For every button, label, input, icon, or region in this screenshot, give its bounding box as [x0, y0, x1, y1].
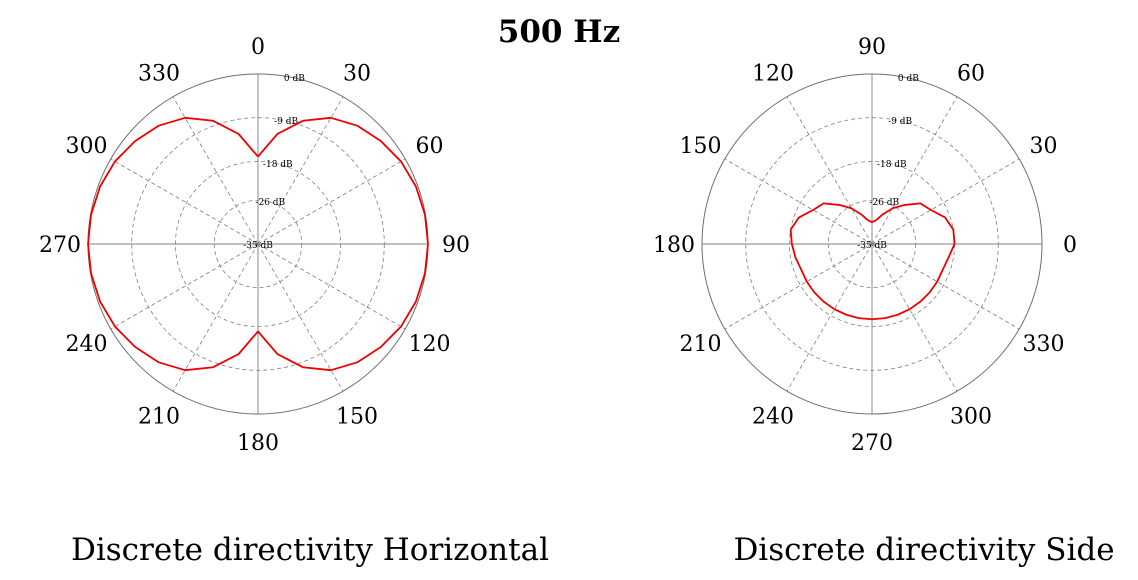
spoke-240 [110, 243, 259, 330]
angle-label-240: 240 [66, 332, 108, 357]
angle-label-60: 60 [957, 62, 985, 87]
ring-label: 0 dB [898, 74, 919, 84]
spoke-30 [257, 96, 344, 245]
angle-label-180: 180 [237, 431, 279, 456]
angle-label-90: 90 [858, 35, 886, 60]
ring-label: -35 dB [857, 241, 887, 251]
ring-label: -9 dB [888, 117, 912, 127]
angle-label-30: 30 [343, 62, 371, 87]
polar-chart-side: 0 dB -9 dB -18 dB -26 dB -35 dB 0 30 60 90 120 150… [653, 35, 1077, 456]
angle-label-60: 60 [416, 134, 444, 159]
ring-label: -26 dB [869, 198, 899, 208]
ring-label: 0 dB [284, 74, 305, 84]
ring-2 [175, 161, 341, 327]
spoke-210 [724, 243, 873, 330]
series-line-horizontal [87, 116, 429, 372]
spoke-330 [172, 96, 259, 245]
spoke-60 [257, 158, 406, 245]
spoke-240 [786, 243, 873, 392]
spoke-330 [871, 243, 1020, 330]
angle-label-300: 300 [950, 405, 992, 430]
spoke-150 [257, 243, 344, 392]
spoke-300 [110, 158, 259, 245]
spoke-30 [871, 158, 1020, 245]
angle-label-270: 270 [851, 431, 893, 456]
angle-label-150: 150 [336, 405, 378, 430]
angle-label-30: 30 [1030, 134, 1058, 159]
ring-label: -35 dB [243, 241, 273, 251]
angle-label-330: 330 [138, 62, 180, 87]
spoke-120 [786, 96, 873, 245]
ring-label: -18 dB [263, 160, 293, 170]
angle-label-210: 210 [680, 332, 722, 357]
angle-label-180: 180 [653, 233, 695, 258]
angle-label-330: 330 [1023, 332, 1065, 357]
chart-title-horizontal: Discrete directivity Horizontal [71, 532, 549, 568]
outer-circle [701, 73, 1043, 415]
angle-label-90: 90 [442, 233, 470, 258]
angle-label-150: 150 [680, 134, 722, 159]
ring-3 [827, 199, 917, 289]
angle-label-0: 0 [1063, 233, 1077, 258]
angle-label-120: 120 [409, 332, 451, 357]
chart-title-side: Discrete directivity Side [733, 532, 1114, 568]
angle-label-270: 270 [39, 233, 81, 258]
ring-label: -18 dB [877, 160, 907, 170]
angle-label-240: 240 [752, 405, 794, 430]
ring-label: -26 dB [255, 198, 285, 208]
angle-label-120: 120 [752, 62, 794, 87]
series-line-side [789, 202, 956, 321]
angle-label-210: 210 [138, 405, 180, 430]
spoke-150 [724, 158, 873, 245]
angle-label-300: 300 [66, 134, 108, 159]
spoke-60 [871, 96, 958, 245]
spoke-210 [172, 243, 259, 392]
ring-label: -9 dB [274, 117, 298, 127]
figure-title: 500 Hz [498, 14, 620, 50]
ring-3 [213, 199, 303, 289]
angle-label-0: 0 [251, 35, 265, 60]
spoke-300 [871, 243, 958, 392]
polar-chart-horizontal: 0 dB -9 dB -18 dB -26 dB -35 dB 0 30 60 90 120 150… [39, 35, 470, 456]
ring-1 [745, 117, 999, 371]
ring-1 [131, 117, 385, 371]
spoke-120 [257, 243, 406, 330]
